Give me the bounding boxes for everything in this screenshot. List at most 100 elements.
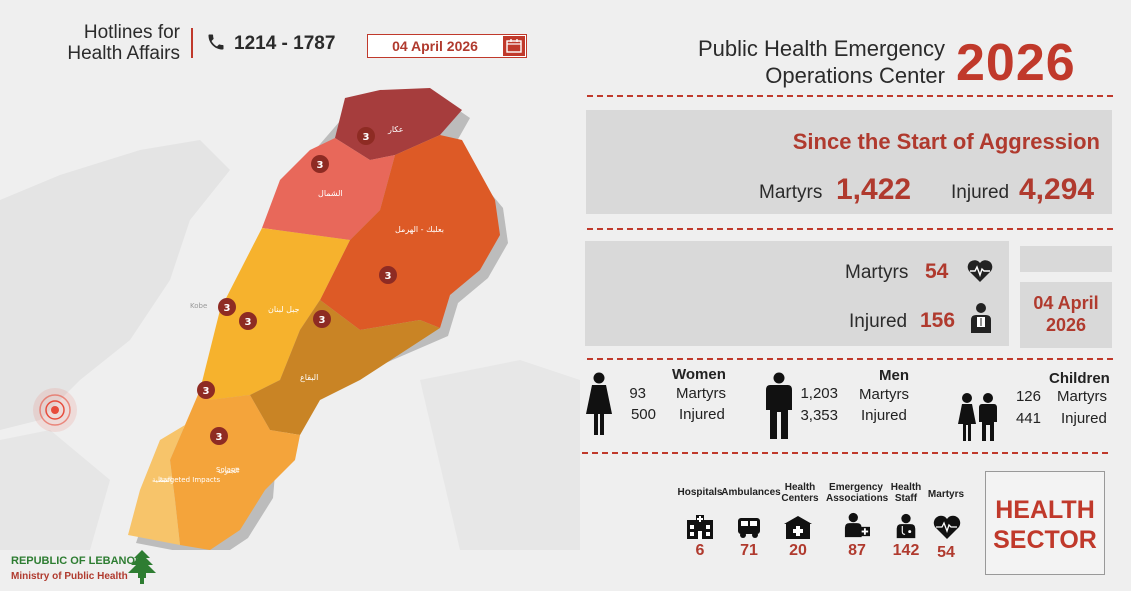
- women-injured-label: Injured: [679, 406, 725, 423]
- impact-pulse-icon: [33, 388, 77, 432]
- daily-date: 04 April 2026: [1033, 293, 1099, 335]
- map-label-baalbek: بعلبك - الهرمل: [395, 225, 444, 234]
- region-baalbek-hermel: [320, 135, 500, 330]
- daily-panel: [585, 241, 1009, 346]
- heart-pulse-icon: [967, 260, 993, 282]
- sector-martyrs-label: Martyrs: [927, 489, 965, 500]
- children-injured-label: Injured: [1061, 410, 1107, 427]
- region-north: [262, 138, 395, 240]
- men-injured-label: Injured: [861, 407, 907, 424]
- ministry-label: Ministry of Public Health: [11, 571, 128, 582]
- ambulances-value: 71: [740, 542, 758, 559]
- children-martyrs-label: Martyrs: [1057, 388, 1107, 405]
- divider: [587, 358, 1113, 360]
- children-injured-value: 441: [1015, 410, 1041, 427]
- health-sector-title: HEALTH SECTOR: [993, 496, 1097, 554]
- since-injured-value: 4,294: [1019, 173, 1095, 206]
- ambulance-icon: [738, 518, 760, 538]
- health-sector-box: [985, 471, 1105, 575]
- lebanon-map: عكار الشمال بعلبك - الهرمل جبل لبنان الب…: [0, 88, 580, 550]
- svg-text:3: 3: [216, 432, 223, 443]
- since-injured-label: Injured: [951, 182, 1010, 203]
- since-start-panel: [586, 110, 1112, 214]
- map-marker[interactable]: 3: [379, 266, 397, 284]
- health-staff-icon: [896, 513, 916, 539]
- map-marker[interactable]: 3: [313, 310, 331, 328]
- women-martyrs-value: 93: [629, 385, 646, 402]
- map-label-mount-lebanon: جبل لبنان: [268, 305, 300, 314]
- hospitals-value: 6: [695, 542, 705, 559]
- map-marker[interactable]: 3: [197, 381, 215, 399]
- svg-text:3: 3: [363, 132, 370, 143]
- map-label-city: Kobe: [190, 302, 207, 310]
- emergency-association-icon: [844, 512, 870, 538]
- region-bekaa: [250, 300, 440, 435]
- hospital-icon: [687, 515, 713, 539]
- map-marker[interactable]: 3: [311, 155, 329, 173]
- health-staff-value: 142: [892, 542, 920, 559]
- man-icon: [766, 372, 792, 439]
- map-marker[interactable]: 3: [239, 312, 257, 330]
- map-marker[interactable]: 3: [210, 427, 228, 445]
- health-centers-value: 20: [789, 542, 807, 559]
- daily-martyrs-value: 54: [925, 260, 949, 283]
- women-injured-value: 500: [630, 406, 656, 423]
- men-injured-value: 3,353: [800, 407, 838, 424]
- children-icon: [958, 393, 997, 441]
- svg-text:3: 3: [245, 317, 252, 328]
- hotline-number: 1214 - 1787: [234, 33, 336, 54]
- health-centers-label: Health Centers: [781, 482, 819, 504]
- republic-label: REPUBLIC OF LEBANON: [11, 555, 143, 567]
- year-title: 2026: [956, 34, 1076, 92]
- divider: [582, 452, 1108, 454]
- men-martyrs-value: 1,203: [800, 385, 838, 402]
- hospitals-label: Hospitals: [677, 487, 723, 498]
- map-label-bekaa: البقاع: [300, 373, 318, 382]
- region-south: [170, 390, 300, 550]
- svg-text:3: 3: [385, 271, 392, 282]
- map-label-south2: targeted Impacts: [160, 476, 220, 484]
- hotline-divider: [191, 28, 193, 58]
- daily-injured-label: Injured: [849, 311, 908, 332]
- health-center-icon: [784, 516, 812, 539]
- map-label-north: الشمال: [318, 189, 343, 198]
- children-martyrs-value: 126: [1015, 388, 1041, 405]
- center-title: Public Health Emergency Operations Cente…: [697, 36, 945, 88]
- svg-text:3: 3: [317, 160, 324, 171]
- daily-injured-value: 156: [920, 309, 956, 332]
- phone-icon: [208, 34, 224, 50]
- daily-martyrs-label: Martyrs: [845, 262, 909, 283]
- map-label-south1: Solane: [216, 466, 240, 474]
- heart-icon: [933, 515, 961, 539]
- hotline-title: Hotlines for Health Affairs: [67, 22, 180, 64]
- emergency-associations-label: Emergency Associations: [826, 482, 889, 504]
- ambulances-label: Ambulances: [721, 487, 781, 498]
- svg-text:3: 3: [224, 303, 231, 314]
- header-date: 04 April 2026: [392, 38, 478, 54]
- men-martyrs-label: Martyrs: [859, 386, 909, 403]
- map-label-akkar: عكار: [387, 125, 404, 134]
- divider: [587, 95, 1113, 97]
- daily-side-panel: [1020, 282, 1112, 348]
- women-martyrs-label: Martyrs: [676, 385, 726, 402]
- women-title: Women: [672, 366, 726, 383]
- map-marker[interactable]: 3: [218, 298, 236, 316]
- date-box: [367, 34, 527, 58]
- map-marker[interactable]: 3: [357, 127, 375, 145]
- daily-side-panel-top: [1020, 246, 1112, 272]
- region-nabatieh: [128, 425, 185, 545]
- map-label-nabatieh: النبطية: [152, 476, 172, 484]
- children-title: Children: [1049, 370, 1110, 387]
- health-staff-label: Health Staff: [890, 482, 922, 504]
- since-martyrs-label: Martyrs: [759, 182, 823, 203]
- svg-text:3: 3: [319, 315, 326, 326]
- since-martyrs-value: 1,422: [836, 173, 912, 206]
- calendar-icon: [503, 36, 525, 56]
- svg-text:3: 3: [203, 386, 210, 397]
- woman-icon: [586, 372, 612, 435]
- men-title: Men: [879, 367, 909, 384]
- divider: [587, 228, 1113, 230]
- injured-person-icon: [971, 303, 991, 333]
- emergency-associations-value: 87: [848, 542, 866, 559]
- region-mount-lebanon: [200, 228, 350, 400]
